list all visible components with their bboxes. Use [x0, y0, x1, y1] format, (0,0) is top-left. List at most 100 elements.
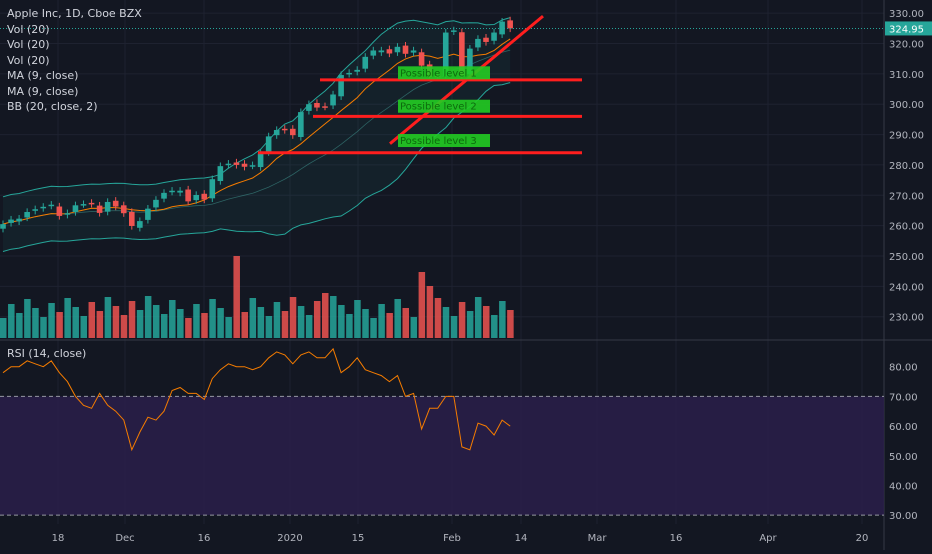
rsi-band — [0, 396, 884, 516]
volume-bar — [32, 308, 39, 338]
candle-body — [96, 205, 103, 213]
volume-bar — [273, 302, 281, 338]
rsi-tick-label: 80.00 — [889, 363, 918, 374]
volume-bar — [136, 310, 144, 338]
indicator-legend: Apple Inc, 1D, Cboe BZX Vol (20) Vol (20… — [7, 6, 142, 115]
candle-body — [40, 206, 47, 209]
time-tick-label: Dec — [115, 533, 134, 544]
volume-bar — [225, 317, 232, 338]
price-tick-label: 310.00 — [889, 70, 924, 81]
time-tick-label: Mar — [588, 533, 608, 544]
volume-bar — [466, 311, 474, 338]
volume-bar — [289, 297, 297, 338]
candle-body — [459, 32, 465, 76]
candle-body — [32, 209, 38, 211]
volume-bar — [185, 318, 192, 338]
candle-body — [314, 102, 320, 108]
price-tick-label: 260.00 — [889, 222, 924, 233]
legend-vol-1[interactable]: Vol (20) — [7, 22, 50, 36]
volume-bar — [80, 316, 87, 338]
time-tick-label: Apr — [759, 533, 777, 544]
candle-body — [209, 179, 216, 199]
candle-body — [418, 52, 425, 66]
volume-bar — [370, 318, 377, 338]
candle-body — [8, 219, 14, 223]
volume-bar — [241, 312, 248, 338]
volume-bar — [305, 315, 313, 338]
volume-bar — [144, 296, 152, 338]
candle-body — [177, 190, 183, 193]
rsi-tick-label: 50.00 — [889, 452, 918, 463]
legend-ma-2[interactable]: MA (9, close) — [7, 84, 79, 98]
price-tick-label: 240.00 — [889, 282, 924, 293]
volume-bar — [491, 315, 498, 338]
volume-bar — [322, 293, 329, 338]
time-tick-label: 16 — [670, 533, 683, 544]
legend-bb[interactable]: BB (20, close, 2) — [7, 100, 98, 113]
volume-bar — [177, 309, 184, 338]
legend-vol-2[interactable]: Vol (20) — [7, 38, 50, 51]
candle-body — [129, 211, 135, 226]
volume-bar — [313, 301, 321, 338]
price-tick-label: 300.00 — [889, 100, 924, 111]
last-price-tag — [885, 21, 932, 36]
rsi-legend[interactable]: RSI (14, close) — [7, 347, 87, 360]
price-tick-label: 250.00 — [889, 252, 924, 263]
candle-body — [72, 205, 79, 212]
candle-body — [265, 136, 272, 153]
candle-body — [273, 130, 280, 136]
volume-bar — [450, 316, 458, 338]
volume-bar — [48, 303, 55, 338]
time-tick-label: Feb — [443, 533, 461, 544]
candle-body — [290, 128, 296, 136]
time-tick-label: 15 — [352, 533, 365, 544]
bollinger-basis-line — [2, 49, 511, 225]
candle-body — [145, 208, 151, 220]
candle-body — [442, 32, 449, 76]
volume-bar — [458, 302, 466, 338]
price-tick-label: 290.00 — [889, 131, 924, 142]
volume-bar — [112, 306, 120, 338]
bollinger-band-fill — [3, 17, 511, 252]
volume-bar — [209, 299, 216, 338]
volume-bar — [193, 304, 200, 338]
time-tick-label: 2020 — [277, 533, 302, 544]
price-tick-label: 280.00 — [889, 161, 924, 172]
volume-bar — [483, 306, 490, 338]
candle-body — [354, 69, 360, 72]
time-tick-label: 16 — [198, 533, 211, 544]
candle-body — [16, 218, 22, 222]
bollinger-upper-line — [2, 17, 511, 198]
candle-body — [362, 56, 369, 69]
level-label: Possible level 3 — [400, 136, 477, 147]
candle-body — [64, 213, 71, 215]
volume-bar — [378, 304, 385, 338]
candle-body — [233, 162, 240, 165]
candle-body — [378, 50, 385, 53]
candle-body — [88, 202, 95, 205]
legend-ma-1[interactable]: MA (9, close) — [7, 69, 79, 82]
time-tick-label: 14 — [515, 533, 528, 544]
candle-body — [241, 163, 248, 167]
candle-body — [169, 190, 175, 193]
candle-body — [201, 193, 208, 200]
level-box — [398, 66, 490, 80]
volume-bar — [96, 311, 104, 338]
candle-body — [225, 163, 232, 166]
candle-body — [56, 206, 63, 216]
moving-average-line — [2, 38, 511, 225]
candle-body — [137, 221, 143, 228]
candle-body — [467, 48, 473, 75]
volume-bar — [64, 298, 71, 338]
legend-vol-3[interactable]: Vol (20) — [7, 53, 50, 67]
volume-bar — [161, 314, 168, 338]
rsi-tick-label: 40.00 — [889, 481, 918, 492]
volume-bar — [233, 256, 240, 338]
last-price-label: 324.95 — [889, 24, 924, 35]
volume-bar — [434, 298, 442, 338]
candle-body — [386, 49, 393, 54]
candle-body — [281, 128, 288, 131]
candle-body — [185, 189, 191, 202]
